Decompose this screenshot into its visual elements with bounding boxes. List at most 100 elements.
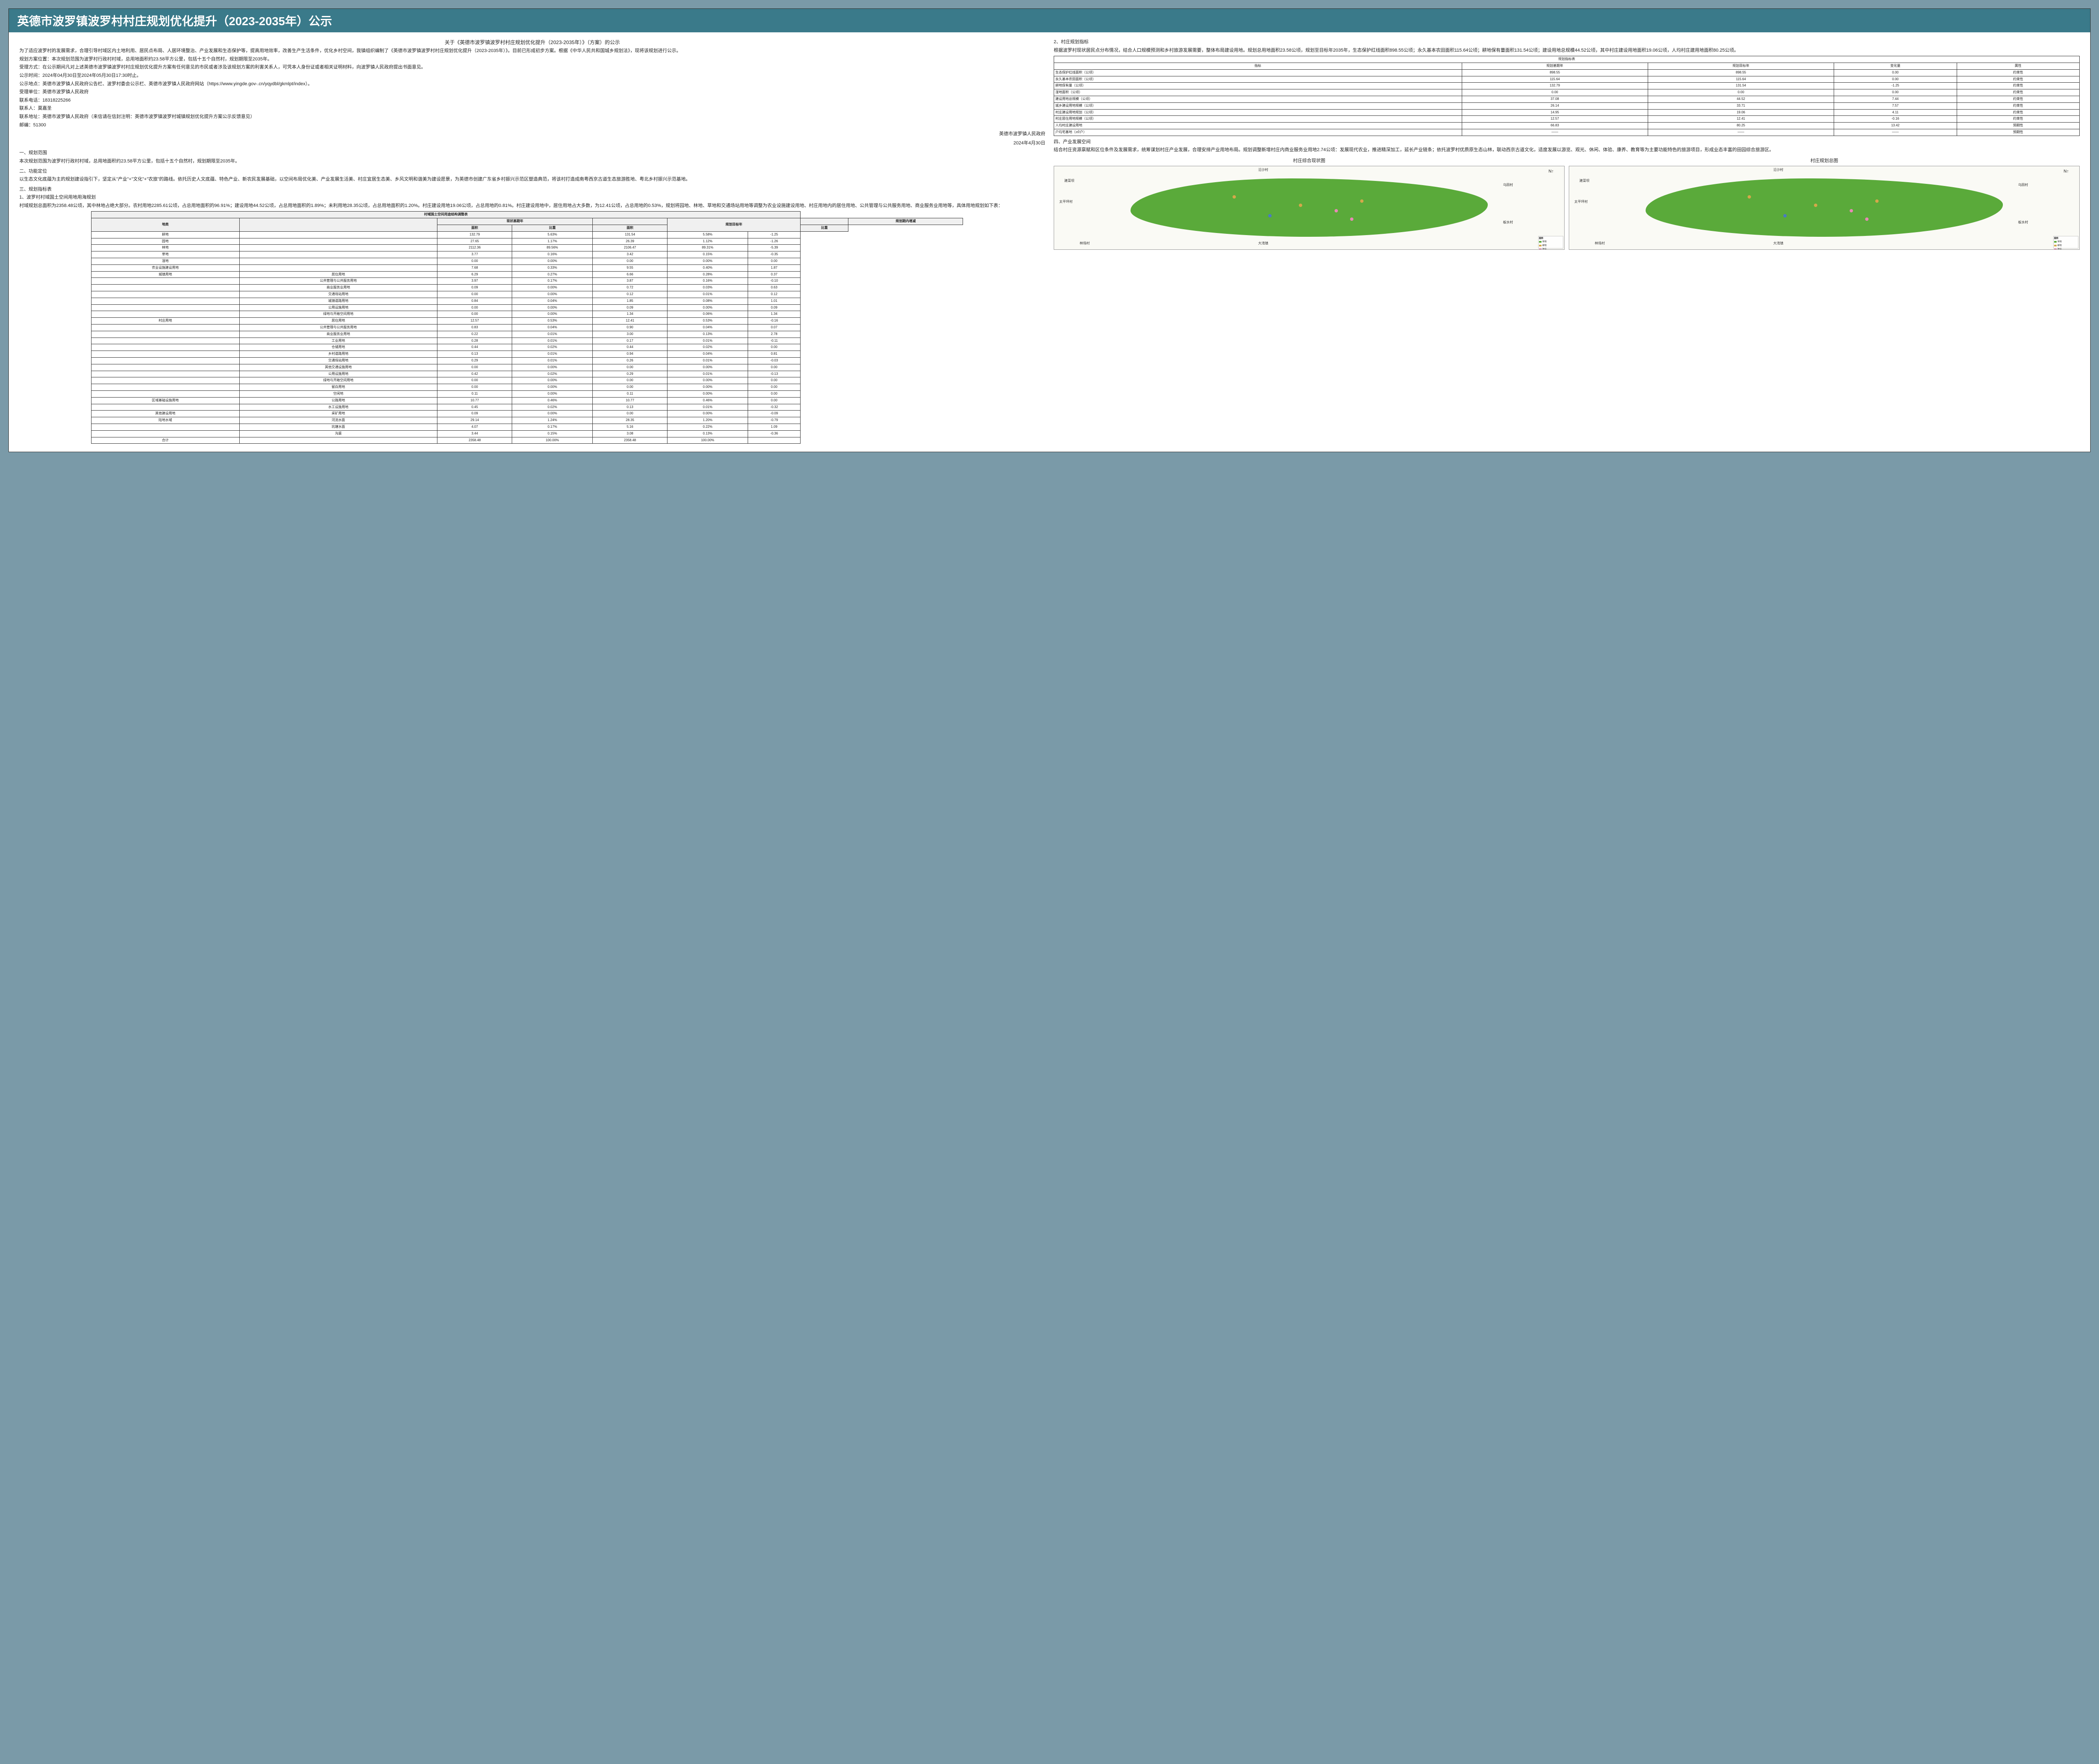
map-label: 建菜坝: [1064, 178, 1074, 184]
table-row: 公用设施用地0.000.00%0.090.00%0.09: [92, 304, 963, 311]
zip-text: 邮编：51300: [19, 122, 1045, 129]
landmass-shape: [1131, 178, 1488, 237]
tel-text: 联系电话：18318225266: [19, 97, 1045, 105]
person-text: 联系人：莫嘉圣: [19, 105, 1045, 113]
planning-map: N↑沿沙村建菜坝乌田村太平坪村板水村大湾镇林场村图例林地耕地建设: [1569, 166, 2080, 250]
table-row: 村庄建设用地规划（公顷）14.9519.064.11约束性: [1054, 109, 2080, 116]
table-row: 园地27.651.17%26.391.12%-1.26: [92, 238, 963, 245]
table-row: 空闲地0.110.00%0.110.00%0.00: [92, 390, 963, 397]
map-spot: [1865, 217, 1869, 221]
map-legend: 图例林地耕地建设: [1538, 236, 1563, 249]
section-3-heading: 三、规划指标表: [19, 186, 1045, 194]
table-row: 仓储用地0.440.02%0.440.02%0.00: [92, 344, 963, 351]
table-row: 沟渠3.440.15%3.080.13%-0.36: [92, 430, 963, 437]
map-label: 大湾镇: [1773, 241, 1783, 246]
map-label: 板水村: [2018, 220, 2028, 225]
scope-text: 规划方案位置：本次规划范围为波罗村行政村村域，总用地面积约23.58平方公里，包…: [19, 56, 1045, 63]
table-row: 绿地与开敞空间用地0.000.00%0.000.00%0.00: [92, 377, 963, 384]
map-2-title: 村庄规划总图: [1569, 157, 2080, 165]
location-text: 公示地点：英德市波罗镇人民政府公告栏、波罗村委会公示栏、英德市波罗镇人民政府网站…: [19, 81, 1045, 88]
section-3-text: 村域规划总面积为2358.48公顷，其中林地占绝大部分。农村用地2285.61公…: [19, 202, 1045, 210]
table-row: 生态保护红线面积（公顷）898.55898.550.00约束性: [1054, 69, 2080, 76]
unit-text: 受理单位：英德市波罗镇人民政府: [19, 89, 1045, 96]
table-row: 城乡建设用地规模（公顷）26.1433.717.57约束性: [1054, 102, 2080, 109]
map-label: 林场村: [1595, 241, 1605, 246]
table-row: 商业服务业用地0.090.00%0.720.03%0.63: [92, 285, 963, 291]
map-label: 沿沙村: [1773, 168, 1783, 173]
map-1-box: 村庄综合现状图 N↑沿沙村建菜坝乌田村太平坪村板水村大湾镇林场村图例林地耕地建设: [1054, 157, 1565, 250]
table-row: 公共管理与公共服务用地0.830.04%0.900.04%0.07: [92, 325, 963, 331]
map-spot: [1814, 204, 1817, 207]
table-row: 公共管理与公共服务用地3.970.17%3.870.16%-0.10: [92, 278, 963, 285]
table-row: 村庄居住用地规模（公顷）12.5712.41-0.16约束性: [1054, 116, 2080, 123]
landmass-shape: [1646, 178, 2003, 237]
map-label: 大湾镇: [1258, 241, 1268, 246]
table-row: 陆地水域河流水面29.141.24%28.351.20%-0.79: [92, 417, 963, 424]
planning-index-table: 规划指标表 指标规划基期年规划目标年变化量属性 生态保护红线面积（公顷）898.…: [1054, 56, 2080, 136]
map-2-box: 村庄规划总图 N↑沿沙村建菜坝乌田村太平坪村板水村大湾镇林场村图例林地耕地建设: [1569, 157, 2080, 250]
table-row: 其他建设用地采矿用地0.090.00%0.000.00%-0.09: [92, 411, 963, 417]
table2-title: 规划指标表: [1054, 56, 2080, 63]
table-row: 城镇用地居住用地6.290.27%6.660.28%0.37: [92, 271, 963, 278]
map-label: 太平坪村: [1059, 199, 1073, 205]
table-row: 水工设施用地0.450.02%0.130.01%-0.32: [92, 404, 963, 411]
poster: 英德市波罗镇波罗村村庄规划优化提升（2023-2035年）公示 关于《英德市波罗…: [8, 8, 2091, 452]
table-row: 耕地保有量（公顷）132.79131.54-1.25约束性: [1054, 83, 2080, 89]
addr-text: 联系地址：英德市波罗镇人民政府（来信请在信封注明：英德市波罗镇波罗村城镇规划优化…: [19, 113, 1045, 121]
table-row: 留白用地0.000.00%0.000.00%0.00: [92, 384, 963, 391]
table-row: 人均村庄建设用地66.8380.2513.42预期性: [1054, 123, 2080, 129]
table-row: 交通场站用地0.290.01%0.260.01%-0.03: [92, 358, 963, 364]
main-title: 英德市波罗镇波罗村村庄规划优化提升（2023-2035年）公示: [9, 9, 2090, 32]
table-row: 农业设施建设用地7.680.33%9.550.40%1.87: [92, 264, 963, 271]
time-text: 公示时间：2024年04月30日至2024年05月30日17:30时止。: [19, 72, 1045, 80]
map-label: 乌田村: [1503, 183, 1513, 188]
map-label: 太平坪村: [1574, 199, 1588, 205]
map-label: 乌田村: [2018, 183, 2028, 188]
table-row: 商业服务业用地0.220.01%3.000.13%2.78: [92, 331, 963, 338]
table-row: 工业用地0.280.01%0.170.01%-0.11: [92, 338, 963, 344]
left-column: 关于《英德市波罗镇波罗村村庄规划优化提升（2023-2035年）》（方案）的公示…: [19, 39, 1045, 445]
table-row: 交通场站用地0.000.00%0.120.01%0.12: [92, 291, 963, 298]
map-label: 建菜坝: [1579, 178, 1589, 184]
table-row: 坑塘水面4.070.17%5.160.22%1.09: [92, 424, 963, 430]
section-2-heading: 二、功能定位: [19, 168, 1045, 175]
table-row: 湿地面积（公顷）0.000.000.00约束性: [1054, 89, 2080, 96]
section-3-1-heading: 1、波罗村村域国土空间用地用海规划: [19, 194, 1045, 202]
content-area: 关于《英德市波罗镇波罗村村庄规划优化提升（2023-2035年）》（方案）的公示…: [9, 32, 2090, 452]
table1-title: 村域国土空间用途结构调整表: [92, 212, 801, 218]
table-row: 林地2112.3689.56%2106.4789.31%-5.39: [92, 245, 963, 251]
right-column: 2、村庄规划指标 根据波罗村现状居民点分布情况，结合人口规模预测和乡村旅游发展需…: [1054, 39, 2080, 445]
table-row: 其他交通设施用地0.000.00%0.000.00%0.00: [92, 364, 963, 371]
table-row: 乡村道路用地0.130.01%0.940.04%0.81: [92, 351, 963, 358]
table-row: 公用设施用地0.420.02%0.290.01%-0.13: [92, 371, 963, 377]
map-spot: [1875, 199, 1879, 203]
table-row: 户均宅基地（㎡/户）——————预期性: [1054, 129, 2080, 136]
map-label: 沿沙村: [1258, 168, 1268, 173]
map-legend: 图例林地耕地建设: [2053, 236, 2078, 249]
status-map: N↑沿沙村建菜坝乌田村太平坪村板水村大湾镇林场村图例林地耕地建设: [1054, 166, 1565, 250]
table-row: 草地3.770.16%3.420.15%-0.35: [92, 251, 963, 258]
section-3-2-heading: 2、村庄规划指标: [1054, 39, 2080, 46]
table-row: 区域基础设施用地公路用地10.770.46%10.770.46%0.00: [92, 397, 963, 404]
table-row: 城镇道路用地0.840.04%1.850.08%1.01: [92, 298, 963, 304]
table-row: 合计2358.48100.00%2358.48100.00%: [92, 437, 963, 444]
table-row: 湿地0.000.00%0.000.00%0.00: [92, 258, 963, 265]
table-row: 村庄用地居住用地12.570.53%12.410.53%-0.16: [92, 318, 963, 325]
maps-container: 村庄综合现状图 N↑ 沿沙村建菜坝乌田村太平坪村板水村大湾镇 林场村 图例林地耕地建设…: [1054, 157, 2080, 250]
map-spot: [1360, 199, 1364, 203]
table-row: 耕地132.795.63%131.545.58%-1.25: [92, 231, 963, 238]
intro-text: 为了适应波罗村的发展需求，合理引导村域区内土地利用、居民点布局、人居环境整治、产…: [19, 47, 1045, 55]
section-1-text: 本次规划范围为波罗村行政村村域，总用地面积约23.58平方公里，包括十五个自然村…: [19, 158, 1045, 165]
compass-icon: N↑: [1549, 168, 1554, 175]
map-1-title: 村庄综合现状图: [1054, 157, 1565, 165]
map-spot: [1350, 217, 1353, 221]
signature-date: 2024年4月30日: [19, 140, 1045, 147]
table-row: 永久基本农田面积（公顷）115.64115.640.00约束性: [1054, 76, 2080, 83]
signature-org: 英德市波罗镇人民政府: [19, 131, 1045, 138]
table-row: 绿地与开敞空间用地0.000.00%1.340.06%1.34: [92, 311, 963, 318]
map-spot: [1299, 204, 1302, 207]
table-row: 建设用地总规模（公顷）37.0844.527.44约束性: [1054, 96, 2080, 102]
section-1-heading: 一、规划范围: [19, 149, 1045, 157]
section-4-heading: 四、产业发展空间: [1054, 139, 2080, 146]
map-label: 林场村: [1080, 241, 1090, 246]
